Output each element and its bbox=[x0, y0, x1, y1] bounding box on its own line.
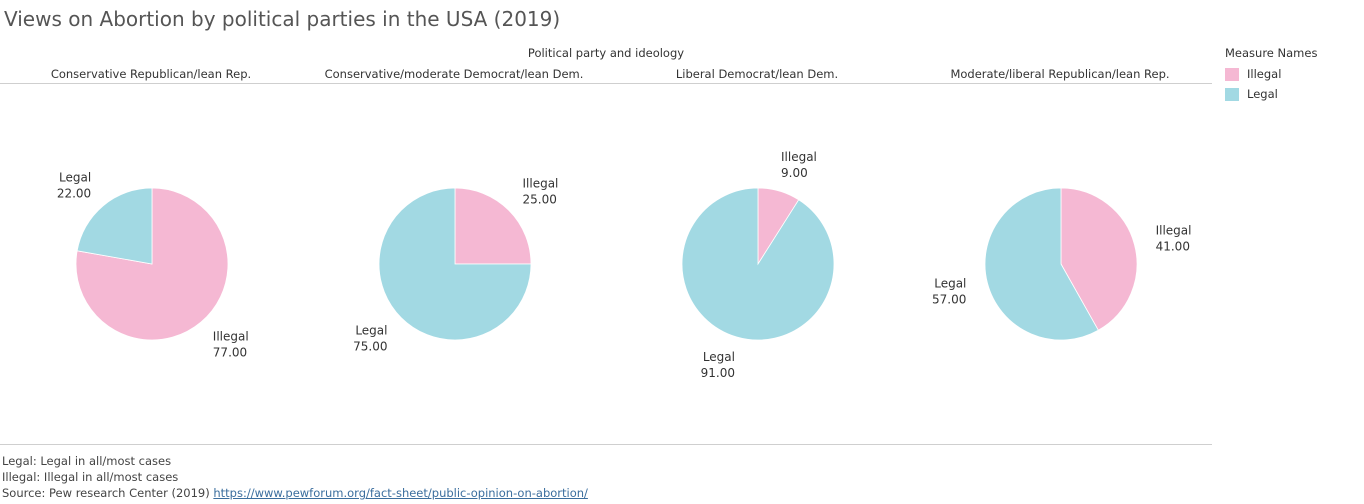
pie-slice-legal[interactable] bbox=[76, 187, 153, 265]
footer-note-legal: Legal: Legal in all/most cases bbox=[2, 454, 172, 468]
legend-swatch-legal bbox=[1225, 87, 1239, 101]
slice-label-illegal: Illegal 77.00 bbox=[213, 330, 249, 360]
pie-slice-legal[interactable] bbox=[378, 187, 532, 341]
footer-source: Source: Pew research Center (2019) https… bbox=[2, 485, 588, 501]
slice-label-legal: Legal 22.00 bbox=[57, 170, 91, 200]
pie-slice-illegal[interactable] bbox=[454, 187, 532, 265]
slice-label-illegal: Illegal 9.00 bbox=[781, 150, 817, 180]
slice-label-legal: Legal 57.00 bbox=[932, 276, 966, 306]
slice-label-legal: Legal 75.00 bbox=[353, 324, 387, 354]
slice-label-legal: Legal 91.00 bbox=[701, 350, 735, 380]
party-label-liberal-democrat: Liberal Democrat/lean Dem. bbox=[675, 67, 839, 81]
pie-slice-illegal[interactable] bbox=[75, 187, 229, 341]
legend-swatch-illegal bbox=[1225, 67, 1239, 81]
pie-moderate-liberal-republican-lean-rep: Illegal 41.00 Legal 57.00 bbox=[932, 187, 1192, 341]
slice-label-illegal: Illegal 41.00 bbox=[1156, 224, 1192, 254]
pie-conservative-republican-lean-rep: Illegal 77.00 Legal 22.00 bbox=[57, 170, 249, 359]
legend-title: Measure Names bbox=[1225, 46, 1318, 60]
party-label-moderate-liberal-republican: Moderate/liberal Republican/lean Rep. bbox=[950, 67, 1170, 81]
pie-slice-legal[interactable] bbox=[984, 187, 1099, 341]
pie-liberal-democrat-lean-dem: Illegal 9.00 Legal 91.00 bbox=[681, 150, 835, 380]
footer: Legal: Legal in all/most cases Illegal: … bbox=[2, 453, 588, 501]
legend-item-legal[interactable]: Legal bbox=[1225, 84, 1317, 104]
column-header-title: Political party and ideology bbox=[527, 46, 685, 60]
pie-slice-illegal[interactable] bbox=[1060, 187, 1138, 331]
party-label-conservative-republican: Conservative Republican/lean Rep. bbox=[50, 67, 252, 81]
pie-slice-legal[interactable] bbox=[681, 187, 835, 341]
footer-divider bbox=[0, 444, 1212, 445]
footer-note-illegal: Illegal: Illegal in all/most cases bbox=[2, 470, 179, 484]
legend: Measure Names Illegal Legal bbox=[1225, 46, 1317, 104]
chart-title: Views on Abortion by political parties i… bbox=[4, 7, 561, 31]
legend-item-illegal[interactable]: Illegal bbox=[1225, 64, 1317, 84]
source-prefix: Source: Pew research Center (2019) bbox=[2, 486, 214, 500]
legend-label-illegal: Illegal bbox=[1247, 67, 1282, 81]
pie-conservative-moderate-democrat-lean-dem: Illegal 25.00 Legal 75.00 bbox=[353, 177, 558, 354]
header-divider bbox=[0, 83, 1212, 84]
party-label-conservative-moderate-democrat: Conservative/moderate Democrat/lean Dem. bbox=[324, 67, 584, 81]
slice-label-illegal: Illegal 25.00 bbox=[523, 177, 559, 207]
source-link[interactable]: https://www.pewforum.org/fact-sheet/publ… bbox=[213, 486, 588, 500]
legend-label-legal: Legal bbox=[1247, 87, 1278, 101]
